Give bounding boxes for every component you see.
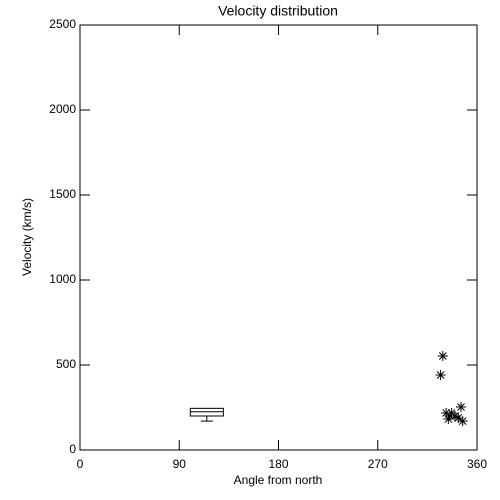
plot-frame bbox=[79, 24, 478, 451]
asterisk-point bbox=[435, 370, 446, 381]
asterisk-point bbox=[444, 411, 455, 421]
asterisk-point bbox=[437, 350, 448, 361]
asterisk-point bbox=[457, 416, 468, 427]
x-axis-label: Angle from north bbox=[234, 473, 323, 487]
x-tick-label: 180 bbox=[268, 457, 288, 471]
y-axis-label: Velocity (km/s) bbox=[20, 198, 34, 276]
x-tick-label: 0 bbox=[77, 457, 84, 471]
asterisk-point bbox=[456, 401, 467, 412]
x-tick-label: 90 bbox=[173, 457, 187, 471]
y-tick-label: 500 bbox=[56, 357, 76, 371]
y-tick-label: 1500 bbox=[49, 187, 76, 201]
y-tick-label: 0 bbox=[69, 442, 76, 456]
x-tick-label: 270 bbox=[368, 457, 388, 471]
y-tick-label: 1000 bbox=[49, 272, 76, 286]
y-tick-label: 2000 bbox=[49, 102, 76, 116]
asterisk-point bbox=[453, 413, 464, 424]
x-tick-label: 360 bbox=[467, 457, 487, 471]
chart-title: Velocity distribution bbox=[218, 3, 338, 19]
asterisk-point bbox=[441, 407, 452, 418]
asterisk-point bbox=[443, 414, 454, 425]
y-tick-label: 2500 bbox=[49, 17, 76, 31]
